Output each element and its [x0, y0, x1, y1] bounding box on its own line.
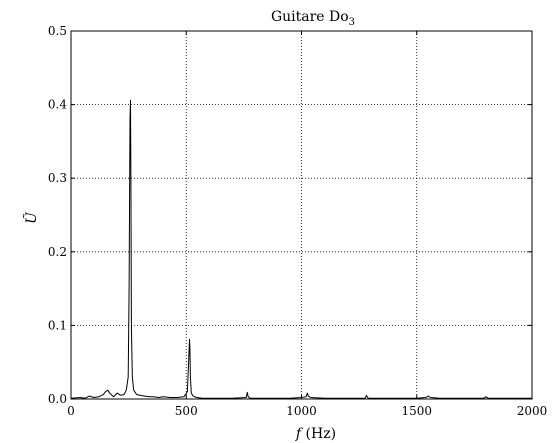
x-tick-label: 1500: [401, 404, 432, 418]
x-tick-label: 2000: [517, 404, 548, 418]
chart-title-subscript: 3: [349, 17, 355, 28]
x-tick-label: 1000: [286, 404, 317, 418]
y-tick-label: 0.5: [48, 24, 67, 38]
spectrum-line: [70, 99, 532, 399]
y-tick-label: 0.3: [48, 171, 67, 185]
chart-title: Guitare Do3: [271, 9, 355, 28]
series-group: [70, 99, 532, 399]
x-axis-label: f (Hz): [295, 426, 336, 442]
x-tick-label: 500: [175, 404, 198, 418]
y-tick-label: 0.0: [48, 392, 67, 406]
y-tick-label: 0.4: [48, 98, 67, 112]
y-axis-label: Ũ: [22, 211, 40, 224]
y-tick-label: 0.2: [48, 245, 67, 259]
axes: 0 500 1000 1500 2000 0.0 0.1 0.2 0.3 0.4 0.5: [48, 24, 547, 418]
y-tick-label: 0.1: [48, 318, 67, 332]
grid-lines: [71, 31, 532, 399]
x-tick-label: 0: [67, 404, 75, 418]
